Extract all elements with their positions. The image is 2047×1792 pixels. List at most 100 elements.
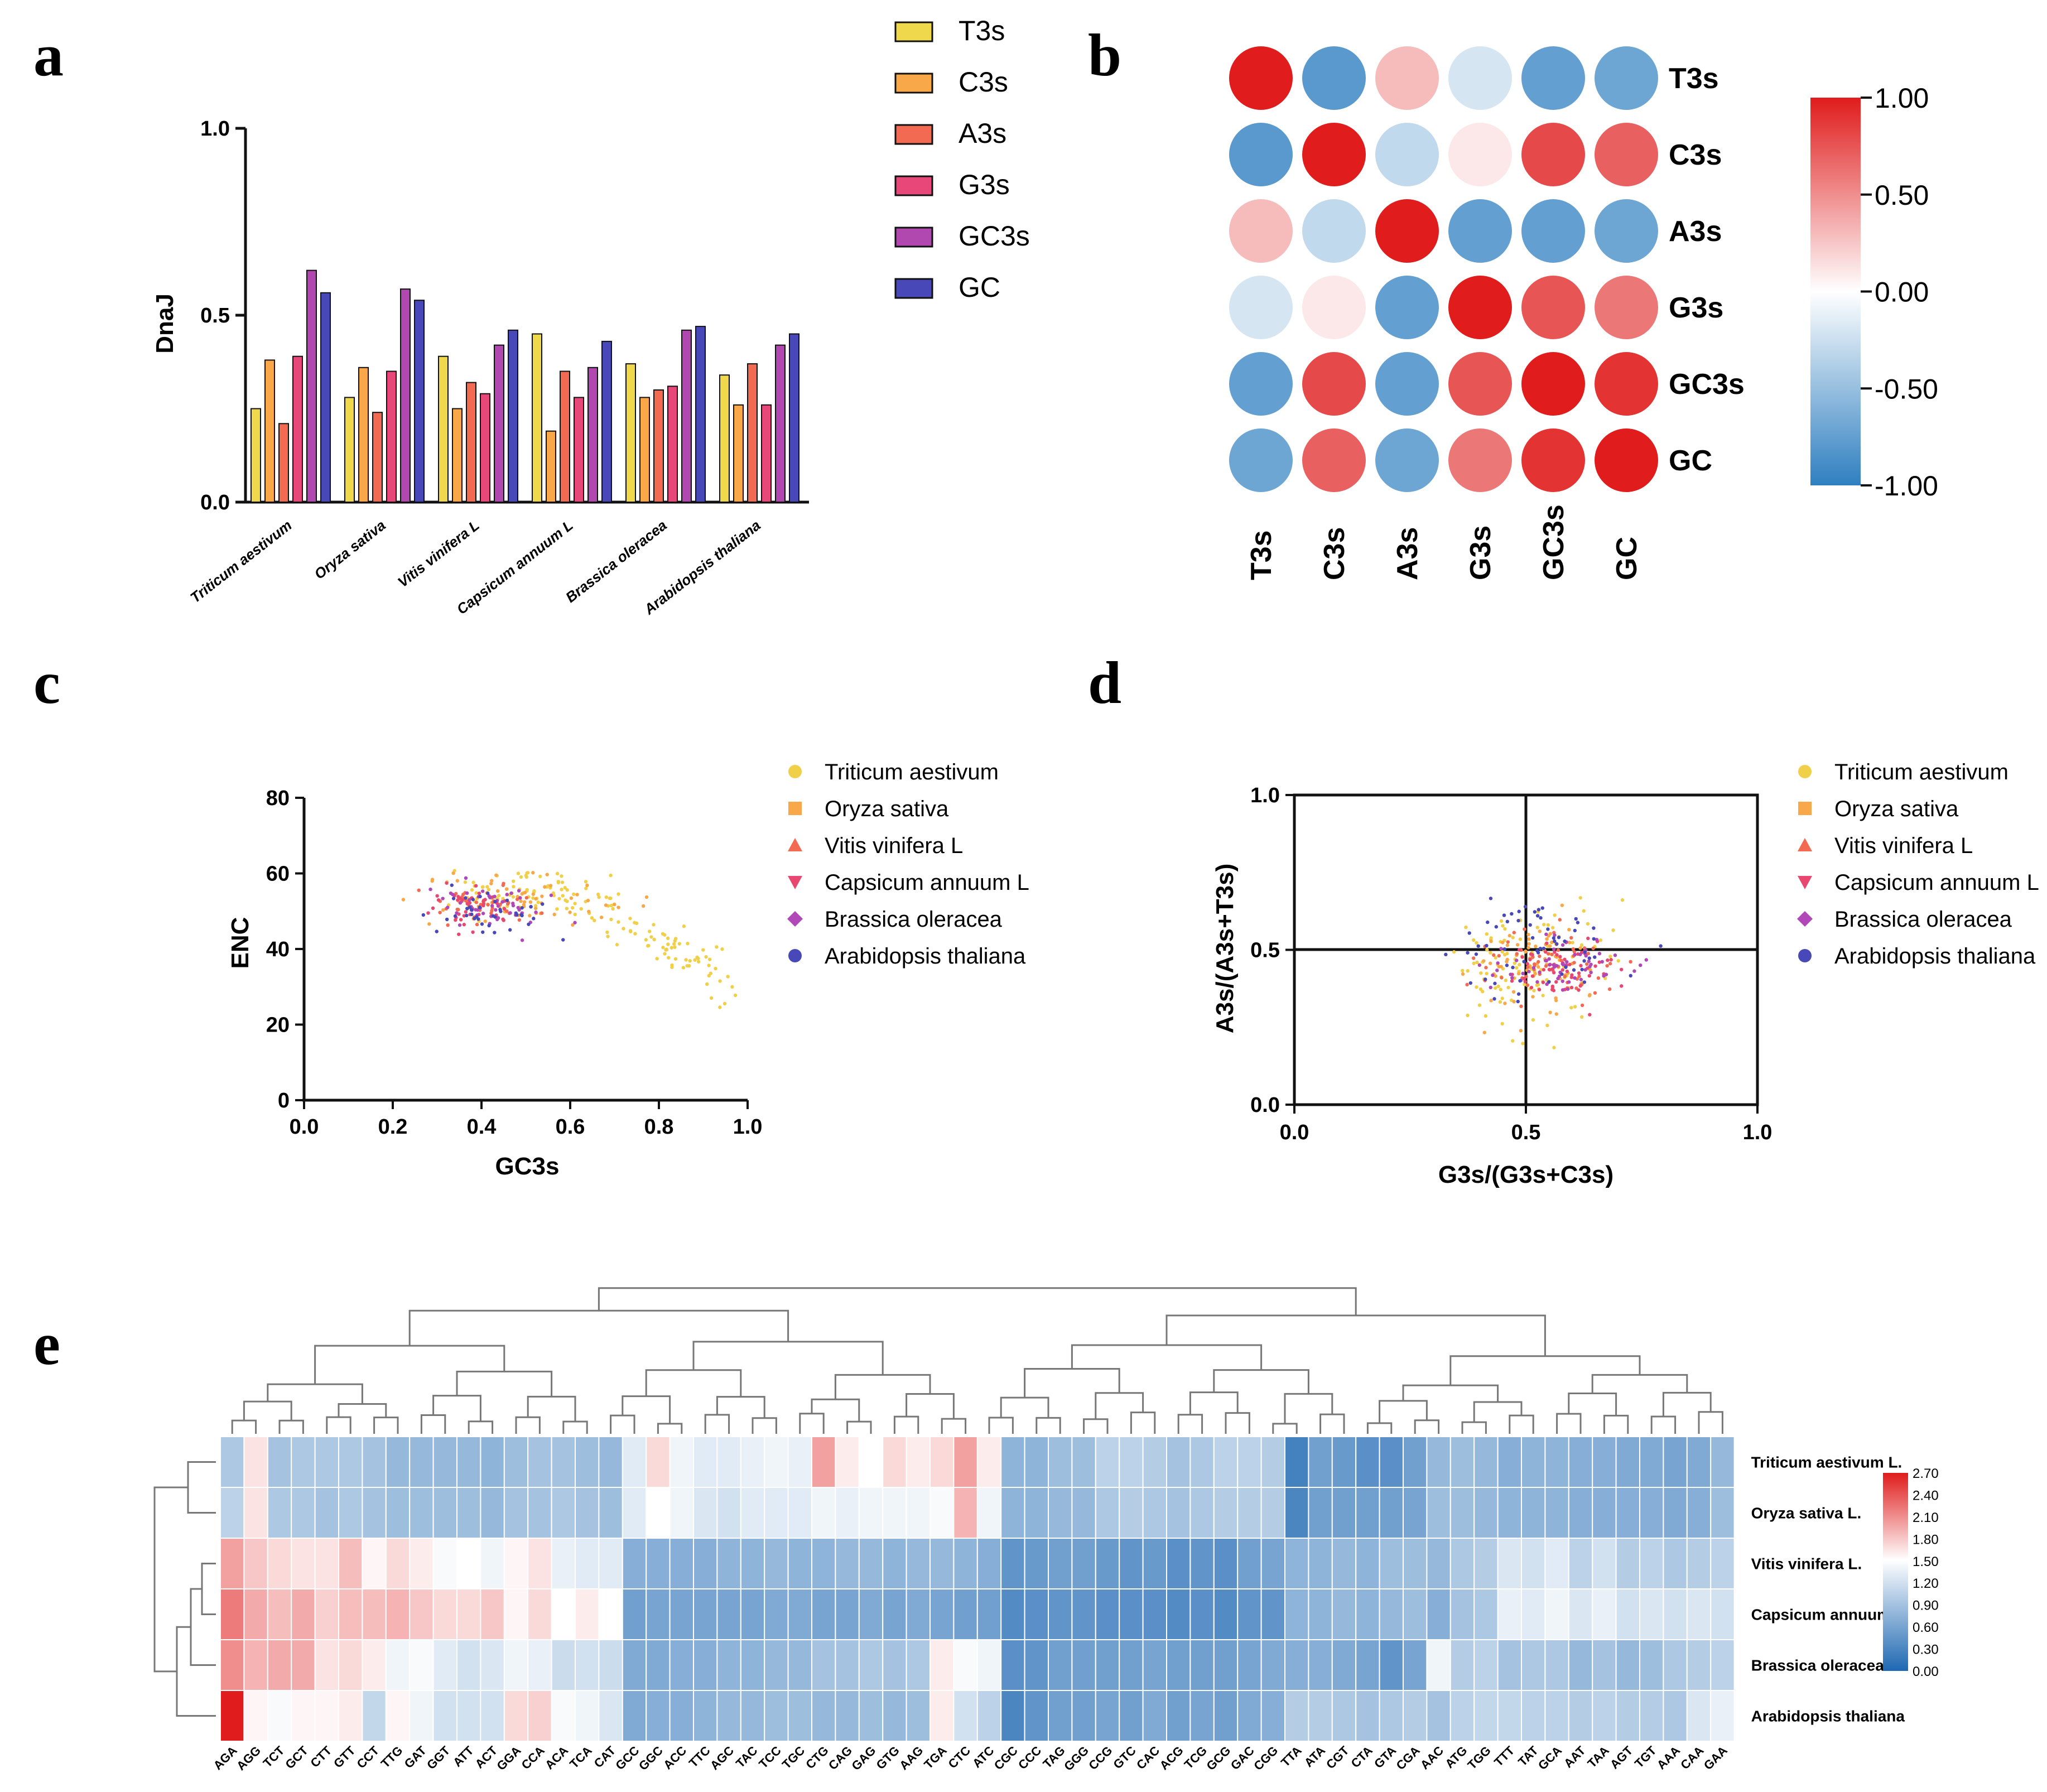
- scatter-d-point: [1570, 973, 1574, 977]
- scatter-c-point: [481, 930, 485, 934]
- scatter-c-point: [545, 873, 549, 876]
- scatter-d-point: [1558, 918, 1562, 922]
- heat-cell-ggt-1: [432, 1487, 457, 1539]
- heat-cell-gta-0: [1379, 1436, 1404, 1488]
- heat-cell-gtg-2: [882, 1538, 907, 1589]
- heat-colorbar-label: 1.20: [1913, 1576, 1939, 1591]
- scatter-d-point: [1589, 962, 1593, 966]
- dendrogram-top-link: [657, 1423, 683, 1434]
- corr-cell-c3s-g3s: [1448, 123, 1512, 186]
- scatter-c-point: [670, 946, 673, 950]
- correlation-chart-b: T3s C3s A3s G3s GC3s GC T3s C3s A3s G3s GC3s GC 1.…: [1229, 46, 1938, 580]
- scatter-d-point: [1535, 926, 1539, 929]
- scatter-d-point: [1465, 982, 1469, 987]
- heat-cell-cta-2: [1355, 1538, 1380, 1589]
- heat-cell-cag-0: [835, 1436, 860, 1488]
- legend-c-label: Arabidopsis thaliana: [825, 944, 1026, 969]
- scatter-c-point: [483, 898, 487, 902]
- heat-cell-tac-5: [740, 1690, 765, 1742]
- heat-cell-acg-2: [1166, 1538, 1191, 1589]
- scatter-d-point: [1466, 1013, 1470, 1018]
- scatter-c-point: [652, 937, 656, 942]
- heat-cell-cga-5: [1403, 1690, 1428, 1742]
- scatter-c-point: [504, 887, 509, 891]
- heat-cell-acg-3: [1166, 1588, 1191, 1640]
- scatter-c-point: [468, 898, 471, 902]
- scatter-c-point: [502, 907, 507, 911]
- bar-chart-ylabel: DnaJ: [151, 293, 179, 354]
- heat-row-label: Capsicum annuum L.: [1751, 1606, 1909, 1624]
- heat-cell-gcg-2: [1213, 1538, 1239, 1589]
- scatter-c-point: [474, 891, 478, 895]
- scatter-c-point: [672, 942, 676, 946]
- corr-cell-c3s-gc: [1595, 123, 1658, 186]
- scatter-c-point: [673, 945, 677, 949]
- scatter-d-point: [1607, 987, 1612, 991]
- heat-cell-tcc-0: [764, 1436, 789, 1488]
- scatter-d-point: [1555, 942, 1559, 946]
- corr-cell-g3s-t3s: [1229, 276, 1293, 339]
- legend-d-marker: [1798, 949, 1812, 962]
- dendrogram-top-link: [716, 1396, 765, 1418]
- heat-cell-tca-3: [575, 1588, 600, 1640]
- scatter-d-point: [1519, 1029, 1523, 1033]
- heat-cell-ggt-5: [432, 1690, 457, 1742]
- scatter-d-point: [1547, 957, 1551, 961]
- dendrogram-top-link: [1177, 1414, 1203, 1434]
- heat-cell-acc-1: [669, 1487, 694, 1539]
- scatter-d-point: [1489, 951, 1492, 955]
- corr-cell-a3s-t3s: [1229, 199, 1293, 263]
- scatter-d-point: [1572, 968, 1576, 972]
- scatter-c-point: [463, 880, 468, 884]
- dendrogram-top-link: [278, 1419, 304, 1434]
- scatter-c-point: [428, 887, 432, 892]
- scatter-c-point: [557, 897, 561, 901]
- heat-col-label: GTG: [874, 1743, 902, 1772]
- heat-cell-aaa-0: [1663, 1436, 1688, 1488]
- heat-cell-cga-4: [1403, 1639, 1428, 1691]
- scatter-c-point: [494, 908, 498, 912]
- heat-cell-ttg-4: [385, 1639, 411, 1691]
- heat-cell-tgg-4: [1473, 1639, 1499, 1691]
- scatter-d-point: [1561, 962, 1566, 967]
- scatter-c-point: [500, 900, 504, 904]
- scatter-d-point: [1506, 985, 1510, 990]
- heat-cell-gct-2: [291, 1538, 316, 1589]
- heat-cell-cat-5: [598, 1690, 623, 1742]
- heat-cell-tgt-4: [1639, 1639, 1664, 1691]
- heat-cell-tct-5: [267, 1690, 292, 1742]
- heat-cell-gag-5: [858, 1690, 884, 1742]
- heat-col-label: AGG: [234, 1743, 263, 1773]
- legend-c-label: Oryza sativa: [825, 797, 949, 821]
- scatter-d-point: [1507, 933, 1511, 938]
- scatter-d-point: [1496, 961, 1500, 965]
- panel-letter-a: a: [33, 22, 64, 89]
- heat-cell-gct-4: [291, 1639, 316, 1691]
- scatter-d-point: [1516, 918, 1520, 923]
- scatter-d-point: [1485, 932, 1489, 936]
- heat-cell-ctg-5: [811, 1690, 836, 1742]
- heat-cell-ctt-2: [314, 1538, 339, 1589]
- heat-cell-tga-5: [929, 1690, 955, 1742]
- scatter-d-point: [1550, 952, 1554, 957]
- bar-gc-4: [695, 326, 706, 503]
- dendrogram-top-link: [1591, 1374, 1688, 1394]
- scatter-d-point: [1475, 941, 1478, 945]
- scatter-d-point: [1557, 935, 1561, 940]
- heat-col-label: GCT: [282, 1743, 311, 1771]
- dendrogram-top-link: [1556, 1413, 1582, 1434]
- scatter-d-point: [1537, 965, 1540, 969]
- scatter-c-point: [551, 891, 556, 895]
- scatter-d-point: [1496, 984, 1500, 989]
- scatter-c-point: [561, 894, 565, 898]
- heat-cell-ctg-2: [811, 1538, 836, 1589]
- heat-cell-agg-2: [243, 1538, 268, 1589]
- heat-col-label: TTT: [1491, 1743, 1518, 1769]
- scatter-d-point: [1504, 979, 1508, 982]
- bar-g3s-1: [386, 370, 397, 503]
- heat-col-label: GAT: [402, 1743, 430, 1771]
- scatter-c-point: [606, 934, 610, 938]
- heat-cell-tcg-2: [1189, 1538, 1215, 1589]
- heat-cell-cta-5: [1355, 1690, 1380, 1742]
